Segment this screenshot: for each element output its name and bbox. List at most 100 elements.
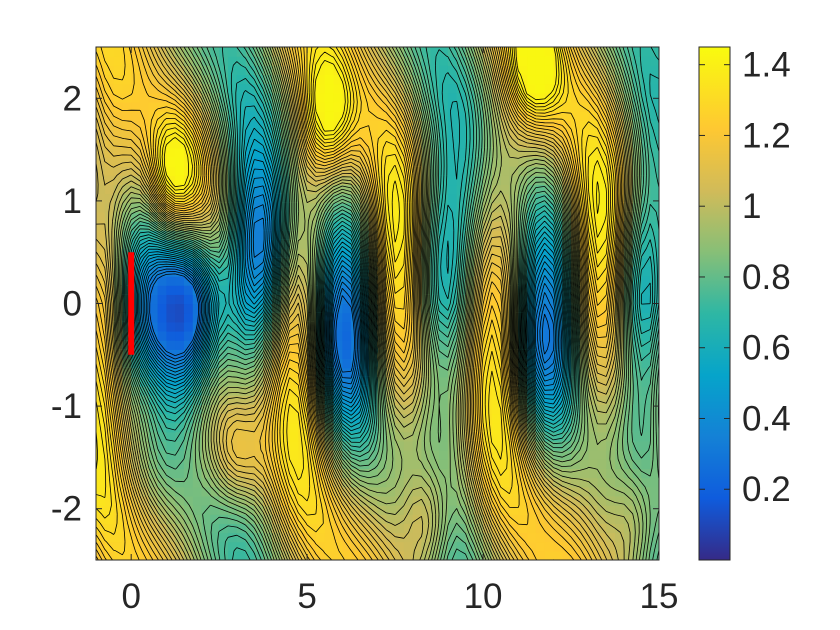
field-cell <box>395 459 405 469</box>
field-cell <box>96 413 106 424</box>
field-cell <box>254 175 264 186</box>
field-cell <box>606 175 616 186</box>
field-cell <box>254 404 264 415</box>
field-cell <box>289 358 299 369</box>
field-cell <box>307 239 317 250</box>
field-cell <box>518 505 528 515</box>
field-cell <box>333 156 343 167</box>
field-cell <box>641 330 651 341</box>
field-cell <box>386 74 396 85</box>
field-cell <box>183 303 194 314</box>
field-cell <box>342 266 352 277</box>
field-cell <box>377 138 387 149</box>
field-cell <box>271 505 282 515</box>
field-cell <box>465 532 475 543</box>
field-cell <box>562 440 572 451</box>
field-cell <box>298 47 308 57</box>
field-cell <box>456 120 467 131</box>
field-cell <box>562 321 572 332</box>
field-cell <box>175 156 185 167</box>
field-cell <box>588 321 599 332</box>
contour-line <box>133 127 568 424</box>
field-cell <box>113 193 123 204</box>
field-cell <box>359 129 370 140</box>
field-cell <box>315 101 326 112</box>
field-cell <box>368 239 379 250</box>
field-cell <box>535 312 546 323</box>
field-cell <box>139 111 150 121</box>
field-cell <box>500 175 511 186</box>
field-cell <box>201 47 211 57</box>
field-cell <box>236 367 247 378</box>
field-cell <box>148 321 159 332</box>
field-cell <box>245 230 255 240</box>
field-cell <box>544 111 555 121</box>
field-cell <box>588 257 599 268</box>
field-cell <box>219 395 229 405</box>
field-cell <box>183 193 194 204</box>
field-cell <box>491 395 502 405</box>
field-cell <box>359 550 370 560</box>
field-cell <box>333 56 343 66</box>
field-cell <box>148 120 159 131</box>
field-cell <box>597 211 607 222</box>
field-cell <box>245 404 255 415</box>
field-cell <box>245 120 255 131</box>
field-cell <box>263 541 273 552</box>
field-cell <box>439 385 449 396</box>
field-cell <box>236 312 247 323</box>
field-cell <box>597 514 607 524</box>
field-cell <box>342 413 352 424</box>
field-cell <box>456 385 467 396</box>
field-cell <box>527 505 537 515</box>
field-cell <box>641 294 651 305</box>
field-cell <box>447 495 458 506</box>
field-cell <box>148 156 159 167</box>
field-cell <box>509 74 519 85</box>
field-cell <box>280 330 291 341</box>
field-cell <box>333 239 343 250</box>
field-cell <box>439 248 449 259</box>
field-cell <box>139 450 150 460</box>
field-cell <box>227 367 238 378</box>
field-cell <box>579 65 590 76</box>
field-cell <box>491 422 502 433</box>
field-cell <box>447 202 458 213</box>
field-cell <box>175 312 185 323</box>
field-cell <box>368 111 379 121</box>
field-cell <box>535 495 546 506</box>
field-cell <box>439 65 449 76</box>
field-cell <box>333 266 343 277</box>
field-cell <box>192 505 203 515</box>
field-cell <box>588 92 599 103</box>
field-cell <box>139 74 150 85</box>
field-cell <box>96 468 106 479</box>
field-cell <box>465 184 475 195</box>
field-cell <box>500 120 511 131</box>
field-cell <box>254 523 264 534</box>
field-cell <box>175 550 185 560</box>
field-cell <box>439 550 449 560</box>
field-cell <box>263 505 273 515</box>
field-cell <box>395 321 405 332</box>
field-cell <box>342 156 352 167</box>
field-cell <box>447 266 458 277</box>
field-cell <box>439 422 449 433</box>
field-cell <box>588 248 599 259</box>
field-cell <box>298 156 308 167</box>
field-cell <box>236 514 247 524</box>
field-cell <box>553 431 563 442</box>
field-cell <box>395 221 405 231</box>
field-cell <box>623 495 634 506</box>
contour-line <box>125 47 659 560</box>
field-cell <box>157 184 167 195</box>
field-cell <box>465 239 475 250</box>
y-tick-label: 0 <box>63 285 82 324</box>
field-cell <box>474 257 484 268</box>
field-cell <box>183 156 194 167</box>
field-cell <box>166 166 176 176</box>
field-cell <box>175 294 185 305</box>
field-cell <box>254 147 264 158</box>
field-cell <box>395 541 405 552</box>
field-cell <box>474 450 484 460</box>
